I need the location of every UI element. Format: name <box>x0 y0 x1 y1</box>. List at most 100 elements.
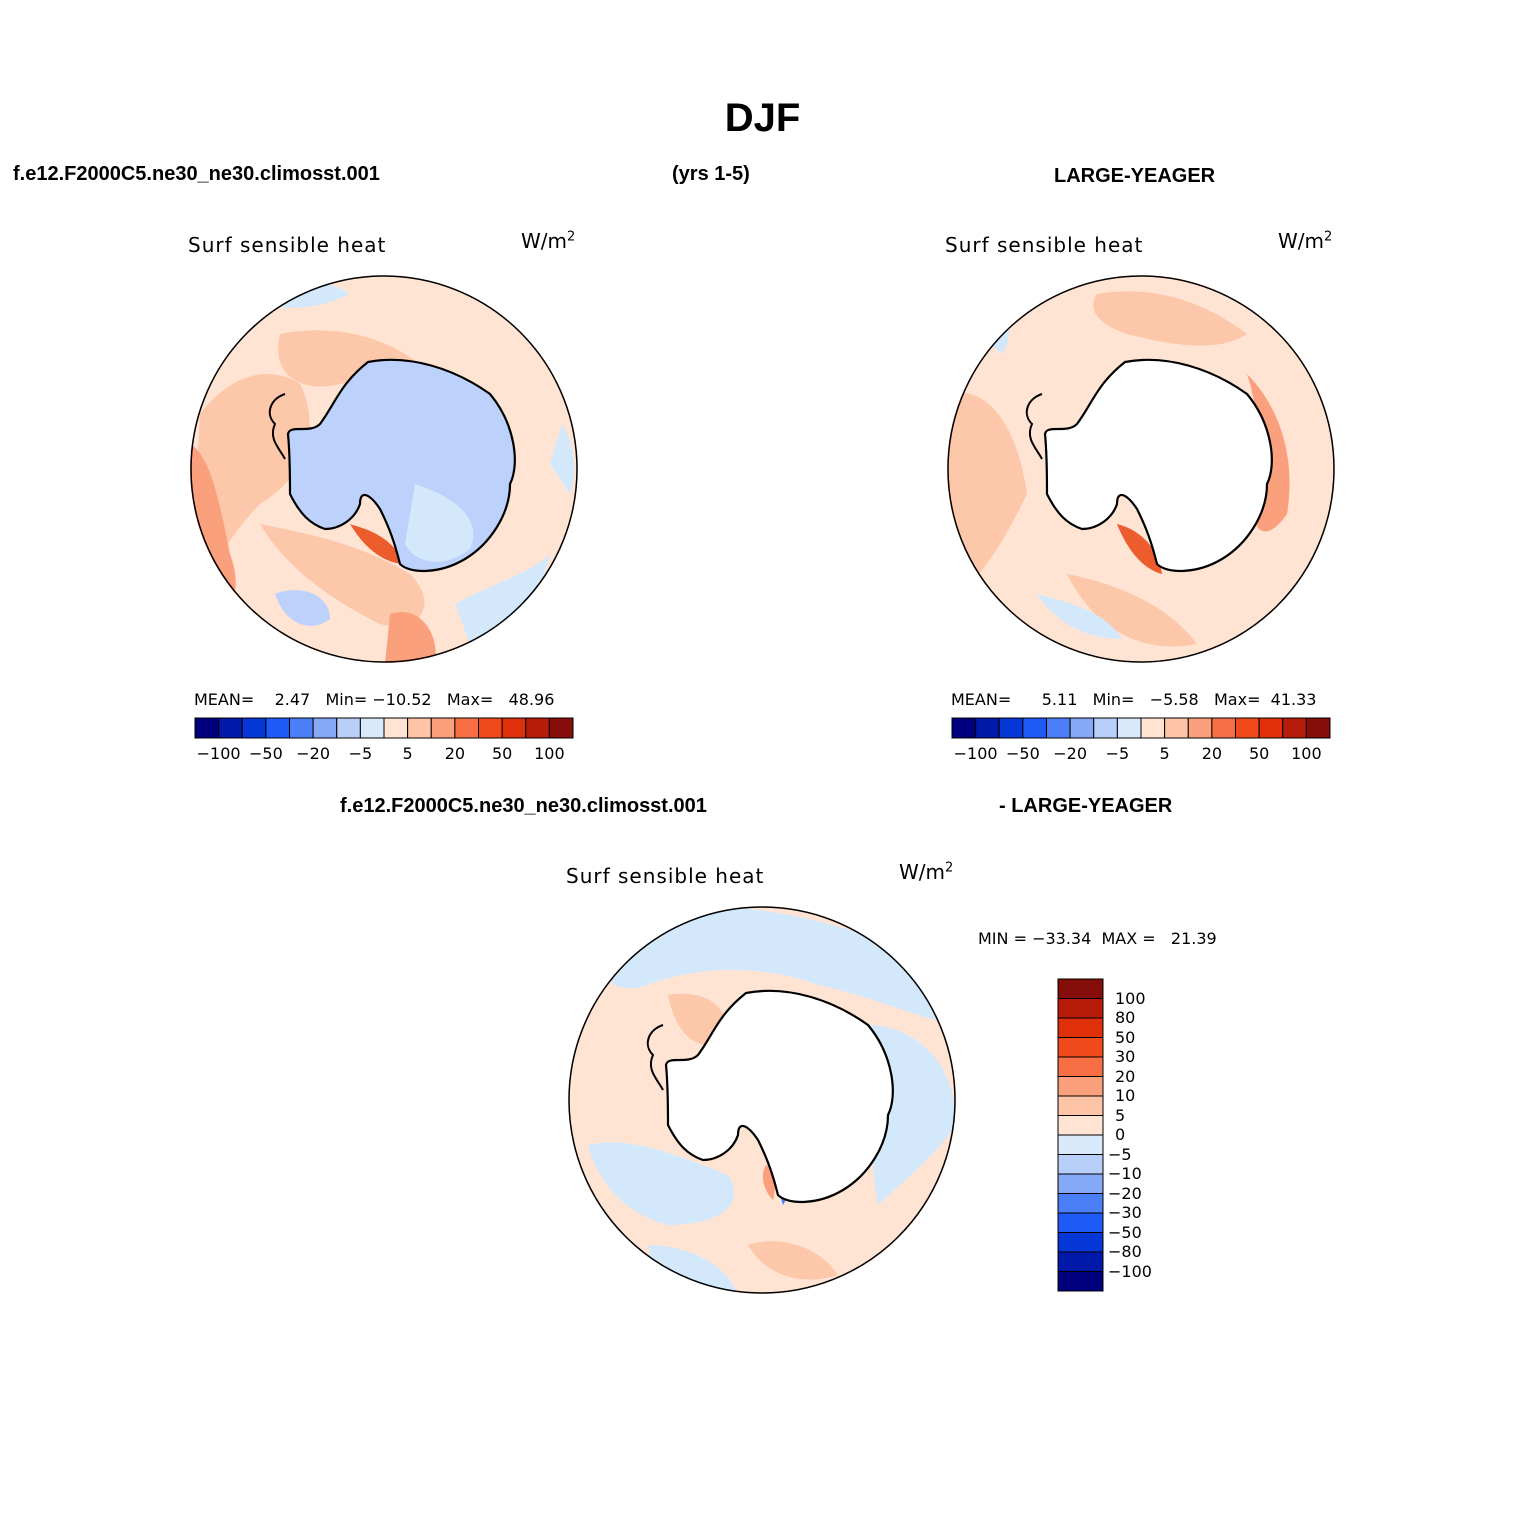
colorbar-box <box>1057 1134 1104 1155</box>
colorbar-box <box>430 717 456 739</box>
page-title: DJF <box>724 96 801 140</box>
colorbar-tick-label: 30 <box>1115 1047 1136 1066</box>
colorbar-box <box>1116 717 1142 739</box>
colorbar-tick-label: 50 <box>1248 744 1270 763</box>
colorbar-tick-label: −5 <box>348 744 373 763</box>
colorbar-box <box>265 717 290 739</box>
colorbar-box <box>951 717 977 739</box>
colorbar-box <box>1093 717 1118 739</box>
colorbar-tick-label: 20 <box>1115 1066 1136 1086</box>
colorbar-box <box>454 717 479 739</box>
colorbar-box <box>1258 717 1284 739</box>
colorbar-box <box>1057 1232 1104 1253</box>
colorbar-box <box>1057 1271 1104 1292</box>
panel3-units: W/m2 <box>899 860 954 884</box>
colorbar-tick-label: 0 <box>1115 1125 1126 1144</box>
colorbar-box <box>1057 1095 1104 1116</box>
colorbar-tick-label: −30 <box>1108 1203 1142 1222</box>
panel3-polar-map <box>568 906 956 1294</box>
colorbar-tick-label: 5 <box>1115 1105 1126 1125</box>
colorbar-box <box>1057 1193 1104 1214</box>
colorbar-box <box>359 717 385 739</box>
colorbar-box <box>998 717 1024 739</box>
panel2-units: W/m2 <box>1278 229 1333 253</box>
panel3-stats: MIN = −33.34 MAX = 21.39 <box>978 929 1217 948</box>
colorbar-box <box>1057 1076 1104 1097</box>
colorbar-box <box>336 717 361 739</box>
colorbar-tick-label: −100 <box>953 744 998 763</box>
colorbar-box <box>383 717 409 739</box>
colorbar-tick-label: −5 <box>1105 744 1130 763</box>
colorbar-box <box>1211 717 1236 739</box>
panel1-field-title: Surf sensible heat <box>188 233 387 257</box>
colorbar-tick-label: −5 <box>1108 1144 1132 1164</box>
colorbar-box <box>1057 1251 1104 1272</box>
case-name-header: f.e12.F2000C5.ne30_ne30.climosst.001 <box>13 163 380 185</box>
colorbar-box <box>241 717 267 739</box>
diff-obs-name-header: - LARGE-YEAGER <box>999 795 1173 817</box>
colorbar-box <box>194 717 220 739</box>
colorbar-tick-label: 80 <box>1115 1008 1136 1027</box>
panel2-stats: MEAN= 5.11 Min= −5.58 Max= 41.33 <box>951 690 1317 709</box>
colorbar-box <box>1057 1056 1104 1077</box>
colorbar-tick-label: 100 <box>1115 988 1146 1008</box>
panel2-colorbar-ticks: −100 −50 −20 −5 5 20 50 100 <box>952 744 1330 764</box>
colorbar-box <box>1057 1037 1104 1058</box>
colorbar-box <box>1305 717 1331 739</box>
colorbar-box <box>501 717 527 739</box>
panel3-colorbar <box>1057 978 1104 1292</box>
colorbar-box <box>1057 1115 1104 1136</box>
colorbar-box <box>1057 1212 1104 1233</box>
colorbar-box <box>1057 998 1104 1019</box>
colorbar-tick-label: 10 <box>1115 1086 1136 1105</box>
colorbar-box <box>312 717 338 739</box>
colorbar-tick-label: −10 <box>1108 1164 1142 1183</box>
colorbar-box <box>1140 717 1166 739</box>
colorbar-tick-label: 5 <box>402 744 413 763</box>
colorbar-box <box>525 717 550 739</box>
colorbar-tick-label: −50 <box>248 744 283 763</box>
colorbar-tick-label: −80 <box>1108 1242 1142 1261</box>
colorbar-box <box>1282 717 1307 739</box>
colorbar-tick-label: 50 <box>491 744 513 763</box>
colorbar-box <box>975 717 1000 739</box>
colorbar-box <box>1057 1154 1104 1175</box>
colorbar-tick-label: −100 <box>1108 1261 1152 1281</box>
colorbar-box <box>1069 717 1095 739</box>
panel1-stats: MEAN= 2.47 Min= −10.52 Max= 48.96 <box>194 690 555 709</box>
colorbar-box <box>548 717 574 739</box>
colorbar-tick-label: 100 <box>534 744 565 763</box>
obs-name-header: LARGE-YEAGER <box>1054 165 1216 187</box>
colorbar-tick-label: −20 <box>296 744 330 763</box>
colorbar-tick-label: −20 <box>1053 744 1087 763</box>
panel3-colorbar-ticks: 100 80 50 30 20 10 5 0 −5 −10 −20 −30 −50 −80 −100 <box>1108 979 1168 1291</box>
panel2-field-title: Surf sensible heat <box>945 233 1144 257</box>
colorbar-tick-label: 20 <box>444 744 466 763</box>
panel1-colorbar <box>194 717 574 739</box>
colorbar-box <box>1057 1017 1104 1038</box>
colorbar-tick-label: 50 <box>1115 1027 1136 1047</box>
colorbar-box <box>1057 978 1104 999</box>
colorbar-tick-label: 100 <box>1291 744 1322 763</box>
panel1-units: W/m2 <box>521 229 576 253</box>
colorbar-box <box>289 717 314 739</box>
colorbar-box <box>1057 1173 1104 1194</box>
colorbar-tick-label: −50 <box>1108 1222 1142 1242</box>
panel2-colorbar <box>951 717 1331 739</box>
colorbar-box <box>478 717 503 739</box>
panel1-colorbar-ticks: −100 −50 −20 −5 5 20 50 100 <box>195 744 573 764</box>
colorbar-tick-label: −100 <box>196 744 241 763</box>
colorbar-tick-label: 5 <box>1159 744 1170 763</box>
colorbar-box <box>218 717 243 739</box>
colorbar-box <box>1022 717 1047 739</box>
panel1-polar-map <box>190 275 578 663</box>
colorbar-tick-label: −50 <box>1005 744 1040 763</box>
panel3-field-title: Surf sensible heat <box>566 864 765 888</box>
colorbar-box <box>1187 717 1213 739</box>
colorbar-box <box>1046 717 1071 739</box>
colorbar-box <box>407 717 432 739</box>
colorbar-tick-label: −20 <box>1108 1183 1142 1203</box>
colorbar-box <box>1164 717 1189 739</box>
colorbar-tick-label: 20 <box>1201 744 1223 763</box>
years-header: (yrs 1-5) <box>672 163 750 185</box>
